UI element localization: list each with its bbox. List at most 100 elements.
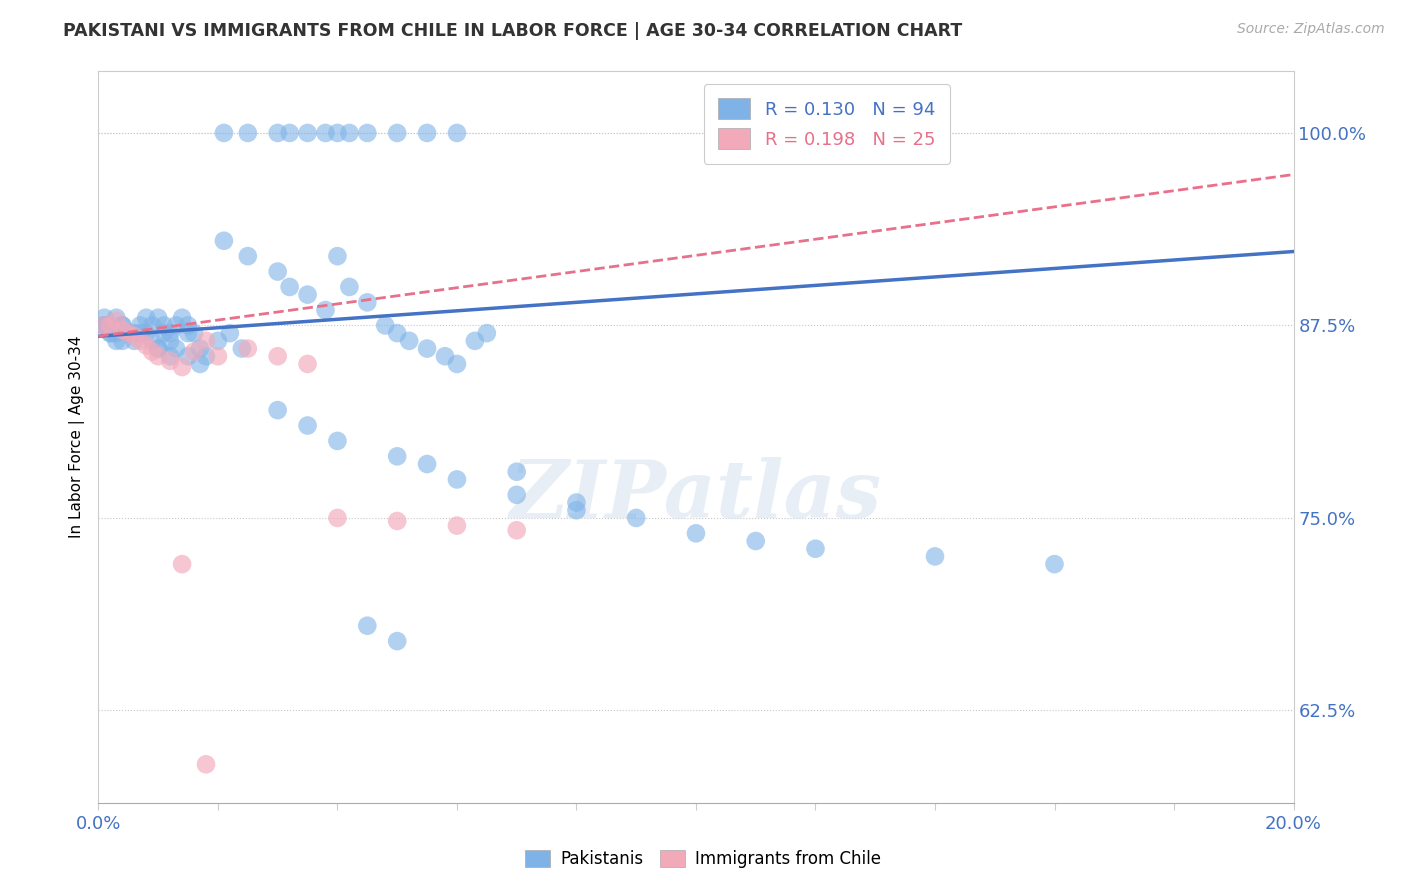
Point	[804, 541, 827, 556]
Point	[267, 403, 290, 417]
Point	[326, 511, 349, 525]
Point	[416, 126, 439, 140]
Point	[385, 514, 409, 528]
Point	[124, 326, 146, 340]
Point	[111, 323, 134, 337]
Point	[105, 326, 128, 340]
Point	[129, 326, 152, 340]
Point	[183, 326, 205, 340]
Point	[159, 354, 181, 368]
Point	[105, 314, 128, 328]
Point	[745, 534, 768, 549]
Point	[135, 310, 157, 325]
Point	[416, 457, 439, 471]
Point	[188, 357, 211, 371]
Point	[506, 523, 529, 537]
Point	[236, 249, 259, 263]
Point	[98, 318, 122, 333]
Point	[267, 349, 290, 363]
Point	[111, 318, 134, 333]
Point	[129, 334, 152, 348]
Legend: Pakistanis, Immigrants from Chile: Pakistanis, Immigrants from Chile	[519, 843, 887, 875]
Point	[565, 503, 588, 517]
Point	[446, 126, 468, 140]
Point	[446, 518, 468, 533]
Point	[315, 303, 337, 318]
Point	[159, 349, 181, 363]
Point	[98, 318, 122, 333]
Point	[416, 342, 439, 356]
Point	[141, 334, 163, 348]
Point	[297, 418, 319, 433]
Point	[159, 326, 181, 340]
Point	[297, 126, 319, 140]
Point	[446, 472, 468, 486]
Point	[111, 334, 134, 348]
Point	[195, 349, 218, 363]
Point	[374, 318, 396, 333]
Point	[117, 326, 139, 340]
Point	[398, 334, 420, 348]
Point	[626, 511, 648, 525]
Point	[93, 318, 115, 333]
Point	[177, 318, 200, 333]
Point	[207, 349, 229, 363]
Point	[124, 334, 146, 348]
Point	[326, 126, 349, 140]
Point	[135, 338, 157, 352]
Point	[183, 344, 205, 359]
Point	[93, 318, 115, 333]
Point	[212, 126, 235, 140]
Point	[219, 326, 242, 340]
Point	[506, 465, 529, 479]
Point	[326, 434, 349, 448]
Point	[188, 342, 211, 356]
Point	[148, 349, 170, 363]
Point	[297, 357, 319, 371]
Legend: R = 0.130   N = 94, R = 0.198   N = 25: R = 0.130 N = 94, R = 0.198 N = 25	[703, 84, 950, 163]
Text: Source: ZipAtlas.com: Source: ZipAtlas.com	[1237, 22, 1385, 37]
Point	[93, 318, 115, 333]
Point	[177, 349, 200, 363]
Point	[148, 342, 170, 356]
Point	[195, 757, 218, 772]
Point	[267, 264, 290, 278]
Point	[135, 326, 157, 340]
Point	[124, 329, 146, 343]
Point	[446, 357, 468, 371]
Point	[865, 126, 887, 140]
Point	[129, 318, 152, 333]
Point	[339, 280, 361, 294]
Point	[326, 249, 349, 263]
Point	[172, 557, 194, 571]
Point	[165, 318, 187, 333]
Point	[385, 450, 409, 464]
Y-axis label: In Labor Force | Age 30-34: In Labor Force | Age 30-34	[69, 335, 84, 539]
Point	[385, 126, 409, 140]
Point	[153, 318, 176, 333]
Point	[297, 287, 319, 301]
Point	[356, 126, 378, 140]
Point	[105, 310, 128, 325]
Point	[141, 344, 163, 359]
Point	[105, 334, 128, 348]
Point	[117, 326, 139, 340]
Point	[148, 310, 170, 325]
Point	[315, 126, 337, 140]
Point	[434, 349, 457, 363]
Point	[98, 326, 122, 340]
Point	[278, 280, 301, 294]
Point	[148, 342, 170, 356]
Point	[267, 126, 290, 140]
Text: ZIPatlas: ZIPatlas	[510, 457, 882, 534]
Point	[385, 634, 409, 648]
Point	[356, 618, 378, 632]
Point	[111, 318, 134, 333]
Point	[141, 318, 163, 333]
Point	[278, 126, 301, 140]
Point	[159, 334, 181, 348]
Point	[339, 126, 361, 140]
Point	[195, 334, 218, 348]
Point	[356, 295, 378, 310]
Point	[207, 334, 229, 348]
